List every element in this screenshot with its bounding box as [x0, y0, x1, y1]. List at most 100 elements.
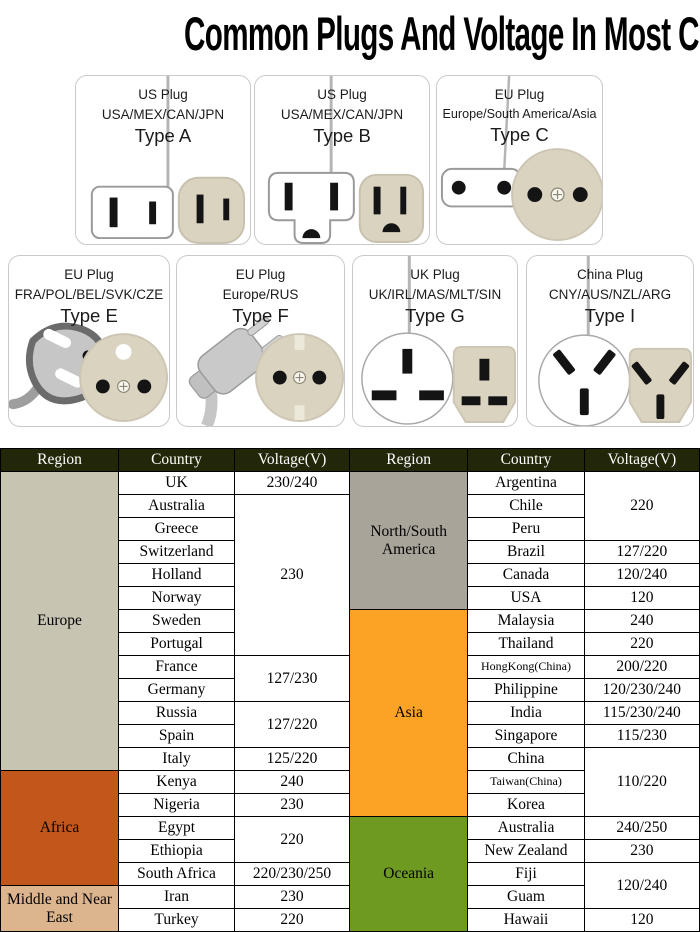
plug-name: US Plug [317, 87, 367, 102]
table-row: Thailand 220 [350, 632, 700, 656]
voltage-cell: 240/250 [583, 816, 700, 840]
table-row: Germany [1, 678, 350, 702]
table-row: Europe UK 230/240 [0, 471, 350, 771]
plug-name: US Plug [138, 87, 188, 102]
country-cell: Peru [467, 517, 585, 541]
page-title: Common Plugs And Voltage In Most Countri… [0, 6, 700, 61]
type-g-plug-socket-icon [361, 256, 517, 425]
table-row: Middle and Near East Iran 230 [0, 885, 350, 932]
country-cell: Hawaii [467, 908, 585, 932]
voltage-cell: 230 [583, 839, 700, 863]
plug-countries: FRA/POL/BEL/SVK/CZE [14, 286, 164, 302]
plug-countries: UK/IRL/MAS/MLT/SIN [368, 286, 502, 302]
region-cell: Middle and Near East [0, 885, 119, 932]
country-cell: Malaysia [467, 609, 585, 633]
column-header-region: Region [0, 448, 119, 472]
table-row: Ethiopia [1, 839, 350, 863]
plug-card-type-c: EU Plug Europe/South America/Asia Type C [436, 75, 603, 245]
country-cell: Germany [118, 678, 235, 702]
plug-name: EU Plug [64, 267, 114, 282]
country-cell: Argentina [467, 471, 585, 495]
table-row: North/South America Argentina 220 [348, 471, 700, 610]
region-cell: Oceania [348, 816, 469, 932]
table-row: Sweden [1, 609, 350, 633]
table-row: Switzerland [1, 540, 350, 564]
country-cell: Chile [467, 494, 585, 518]
plug-card-type-i: China Plug CNY/AUS/NZL/ARG Type I [526, 255, 694, 427]
plug-type: Type I [584, 305, 636, 327]
country-cell: Egypt [118, 816, 235, 840]
region-cell: Asia [348, 609, 469, 817]
voltage-cell: 230/240 [234, 471, 350, 495]
plug-countries: USA/MEX/CAN/JPN [101, 106, 225, 122]
table-row: Spain [1, 724, 350, 748]
country-cell: Switzerland [118, 540, 235, 564]
country-cell: Spain [118, 724, 235, 748]
country-cell: New Zealand [467, 839, 585, 863]
page-title-text: Common Plugs And Voltage In Most Countri… [184, 7, 700, 60]
plug-name: China Plug [576, 267, 644, 282]
voltage-cell: 127/220 [234, 701, 350, 748]
country-cell: Nigeria [118, 793, 235, 817]
country-cell: Singapore [467, 724, 585, 748]
country-cell: Thailand [467, 632, 585, 656]
voltage-cell: 115/230/240 [583, 701, 700, 725]
voltage-cell: 230 [234, 494, 350, 656]
table-row: Africa Kenya 240 [0, 770, 350, 886]
voltage-cell: 230 [234, 793, 350, 817]
country-cell: Greece [118, 517, 235, 541]
plug-type: Type A [134, 125, 192, 147]
plug-name: EU Plug [494, 87, 545, 102]
table-row: France 127/230 [1, 655, 350, 702]
column-header-voltagev: Voltage(V) [234, 448, 350, 472]
table-row: USA 120 [350, 586, 700, 610]
plug-card-type-b: US Plug USA/MEX/CAN/JPN Type B [254, 75, 430, 245]
table-row: Canada 120/240 [350, 563, 700, 587]
voltage-cell: 115/230 [583, 724, 700, 748]
country-cell: Australia [467, 816, 585, 840]
plug-type: Type C [490, 123, 549, 145]
country-cell: Italy [118, 747, 235, 771]
region-cell: Africa [0, 770, 119, 886]
region-cell: North/South America [348, 471, 469, 610]
voltage-cell: 120 [583, 908, 700, 932]
voltage-cell: 240 [234, 770, 350, 794]
table-row: Australia 230 [1, 494, 350, 656]
country-cell: Canada [467, 563, 585, 587]
country-cell: Korea [467, 793, 585, 817]
country-cell: Russia [118, 701, 235, 725]
country-cell: Taiwan(China) [467, 770, 585, 794]
voltage-cell: 240 [583, 609, 700, 633]
country-cell: Philippine [467, 678, 585, 702]
column-header-country: Country [118, 448, 235, 472]
type-e-plug-socket-icon [9, 322, 169, 422]
header-row: Region Country Voltage(V) [348, 448, 700, 472]
voltage-cell: 220/230/250 [234, 862, 350, 886]
voltage-table-right: Region Country Voltage(V) North/South Ameri… [348, 448, 700, 932]
country-cell: Fiji [467, 862, 585, 886]
table-row: China 110/220 [350, 747, 700, 817]
table-row: Korea [350, 793, 700, 817]
voltage-cell: 110/220 [583, 747, 700, 817]
country-cell: Holland [118, 563, 235, 587]
country-cell: Kenya [118, 770, 235, 794]
table-row: Egypt 220 [1, 816, 350, 863]
plug-countries: CNY/AUS/NZL/ARG [548, 286, 672, 302]
country-cell: South Africa [118, 862, 235, 886]
table-row: HongKong(China) 200/220 [350, 655, 700, 679]
type-a-plug-socket-icon [90, 76, 246, 244]
plug-countries: Europe/South America/Asia [442, 106, 597, 121]
table-row: Asia Malaysia 240 [348, 609, 700, 817]
table-row: Nigeria 230 [1, 793, 350, 817]
voltage-cell: 120 [583, 586, 700, 610]
voltage-cell: 220 [234, 816, 350, 863]
column-header-voltagev: Voltage(V) [583, 448, 700, 472]
voltage-cell: 120/240 [583, 862, 700, 909]
table-row: Russia 127/220 [1, 701, 350, 748]
plug-card-type-g: UK Plug UK/IRL/MAS/MLT/SIN Type G [352, 255, 518, 427]
country-cell: Brazil [467, 540, 585, 564]
type-f-plug-socket-icon [188, 317, 344, 426]
voltage-cell: 120/230/240 [583, 678, 700, 702]
type-i-plug-socket-icon [538, 256, 693, 426]
table-row: Fiji 120/240 [350, 862, 700, 909]
